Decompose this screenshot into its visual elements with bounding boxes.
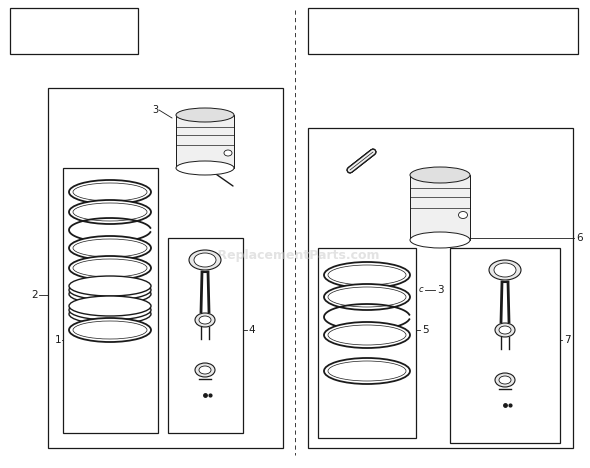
Text: 3: 3: [152, 105, 158, 115]
Text: 5: 5: [422, 325, 428, 335]
Ellipse shape: [73, 259, 147, 277]
Ellipse shape: [499, 326, 511, 334]
Ellipse shape: [194, 253, 216, 267]
Bar: [63, 168, 158, 433]
Text: 1: 1: [54, 335, 61, 345]
Ellipse shape: [69, 236, 151, 260]
Ellipse shape: [73, 183, 147, 201]
Ellipse shape: [410, 232, 470, 248]
Ellipse shape: [489, 260, 521, 280]
Ellipse shape: [69, 296, 151, 316]
Ellipse shape: [324, 358, 410, 384]
Ellipse shape: [69, 200, 151, 224]
Text: 6: 6: [576, 233, 582, 243]
Ellipse shape: [495, 373, 515, 387]
Ellipse shape: [324, 322, 410, 348]
Bar: [48, 88, 283, 448]
Ellipse shape: [499, 376, 511, 384]
Ellipse shape: [224, 150, 232, 156]
Ellipse shape: [73, 321, 147, 339]
Ellipse shape: [189, 250, 221, 270]
Ellipse shape: [199, 316, 211, 324]
Ellipse shape: [324, 284, 410, 310]
Text: New Style Mahle Piston
and Rod: New Style Mahle Piston and Rod: [312, 11, 413, 30]
Ellipse shape: [69, 304, 151, 324]
Ellipse shape: [69, 256, 151, 280]
Ellipse shape: [69, 280, 151, 300]
Ellipse shape: [458, 212, 467, 219]
Ellipse shape: [73, 203, 147, 221]
Ellipse shape: [69, 300, 151, 320]
Ellipse shape: [69, 318, 151, 342]
Ellipse shape: [328, 287, 406, 307]
Ellipse shape: [494, 263, 516, 277]
Ellipse shape: [69, 180, 151, 204]
Text: Old Style Piston
and Rod: Old Style Piston and Rod: [14, 11, 82, 30]
Text: 2: 2: [31, 290, 38, 300]
Ellipse shape: [195, 313, 215, 327]
Ellipse shape: [73, 239, 147, 257]
Ellipse shape: [199, 366, 211, 374]
Text: 4: 4: [248, 325, 255, 335]
Ellipse shape: [495, 323, 515, 337]
Ellipse shape: [176, 161, 234, 175]
Bar: [318, 248, 416, 438]
Ellipse shape: [195, 363, 215, 377]
Bar: [10, 8, 138, 54]
Ellipse shape: [328, 325, 406, 345]
Bar: [308, 128, 573, 448]
Bar: [308, 8, 578, 54]
Text: 7: 7: [564, 335, 571, 345]
Bar: [450, 248, 560, 443]
Ellipse shape: [176, 108, 234, 122]
Ellipse shape: [410, 167, 470, 183]
Bar: [168, 238, 243, 433]
Ellipse shape: [69, 284, 151, 304]
Bar: [410, 175, 470, 240]
Bar: [176, 115, 234, 168]
Text: c: c: [419, 285, 423, 294]
Text: 3: 3: [437, 285, 444, 295]
Ellipse shape: [328, 361, 406, 381]
Ellipse shape: [324, 262, 410, 288]
Text: eReplacementParts.com: eReplacementParts.com: [210, 249, 380, 262]
Ellipse shape: [328, 265, 406, 285]
Ellipse shape: [69, 276, 151, 296]
